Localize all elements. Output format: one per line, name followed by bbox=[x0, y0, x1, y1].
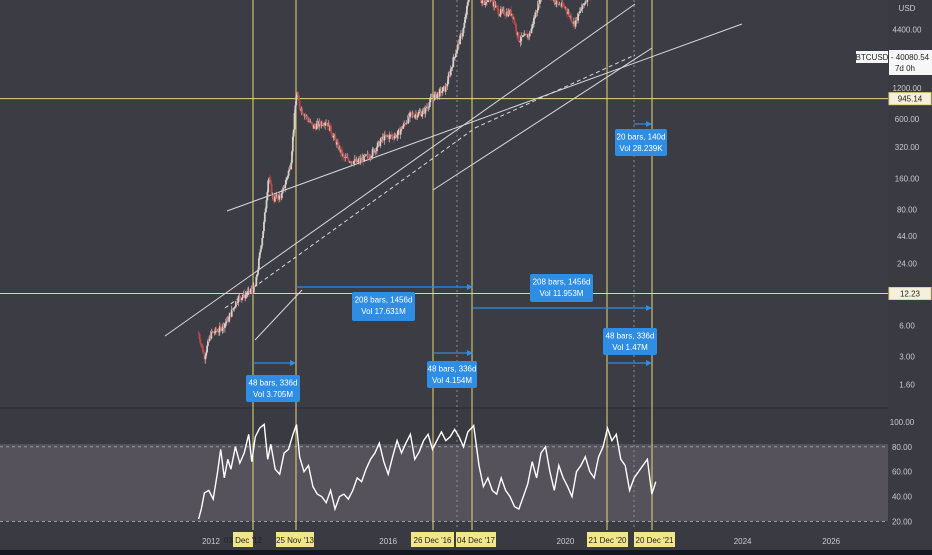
measurement-bars-text: 208 bars, 1456d bbox=[355, 296, 413, 305]
price-axis-tick: 4400.00 bbox=[893, 26, 922, 35]
candle-body[interactable] bbox=[294, 113, 296, 130]
price-axis-tick: 160.00 bbox=[895, 174, 920, 183]
oscillator-band-fill bbox=[0, 444, 888, 521]
candle-body[interactable] bbox=[455, 53, 457, 57]
price-axis-tick: 1200.00 bbox=[893, 84, 922, 93]
time-axis-label: 2012 bbox=[202, 537, 220, 546]
candle-body[interactable] bbox=[228, 316, 230, 321]
candle-body[interactable] bbox=[570, 16, 572, 21]
candle-body[interactable] bbox=[281, 193, 283, 198]
oscillator-axis-tick: 100.00 bbox=[890, 418, 915, 427]
time-axis-label: 2026 bbox=[822, 537, 840, 546]
measurement-volume-text: Vol 28.239K bbox=[619, 144, 663, 153]
oscillator-axis-tick: 60.00 bbox=[892, 468, 913, 477]
candle-body[interactable] bbox=[261, 238, 263, 246]
measurement-bars-text: 48 bars, 336d bbox=[428, 365, 477, 374]
candle-body[interactable] bbox=[397, 130, 399, 134]
measurement-bars-text: 208 bars, 1456d bbox=[533, 278, 591, 287]
interval-countdown-text: 7d 0h bbox=[895, 64, 915, 73]
measurement-bars-text: 20 bars, 140d bbox=[617, 133, 666, 142]
price-axis-currency: USD bbox=[899, 4, 916, 13]
candle-body[interactable] bbox=[463, 28, 465, 33]
vertical-marker-label-text: 20 Dec '21 bbox=[636, 536, 675, 545]
candle-body[interactable] bbox=[577, 13, 579, 21]
level-label-text: 945.14 bbox=[898, 95, 923, 104]
vertical-marker-label-text: 04 Dec '17 bbox=[457, 536, 496, 545]
oscillator-axis-tick: 40.00 bbox=[892, 493, 913, 502]
symbol-tag-text: BTCUSD bbox=[856, 53, 889, 62]
price-axis-tick: 600.00 bbox=[895, 115, 920, 124]
candle-body[interactable] bbox=[518, 32, 520, 41]
candle-body[interactable] bbox=[580, 11, 582, 12]
time-axis-label: 2024 bbox=[734, 537, 752, 546]
vertical-marker-label-text: 03 Dec '12 bbox=[224, 536, 263, 545]
candle-body[interactable] bbox=[301, 109, 303, 114]
vertical-marker-label-text: 26 Dec '16 bbox=[414, 536, 453, 545]
oscillator-axis-tick: 80.00 bbox=[892, 443, 913, 452]
price-axis-tick: 44.00 bbox=[897, 232, 918, 241]
candle-body[interactable] bbox=[294, 105, 296, 113]
measurement-volume-text: Vol 1.47M bbox=[612, 343, 648, 352]
price-axis-tick: 1.60 bbox=[899, 381, 915, 390]
measurement-volume-text: Vol 4.154M bbox=[432, 376, 472, 385]
candle-body[interactable] bbox=[258, 258, 260, 269]
price-axis-tick: 6.00 bbox=[899, 321, 915, 330]
candle-body[interactable] bbox=[515, 24, 517, 31]
measurement-bars-text: 48 bars, 336d bbox=[606, 332, 655, 341]
vertical-marker-label-text: 21 Dec '20 bbox=[589, 536, 628, 545]
candle-body[interactable] bbox=[284, 185, 286, 189]
candle-body[interactable] bbox=[298, 95, 300, 101]
time-axis-label: 2016 bbox=[379, 537, 397, 546]
candle-body[interactable] bbox=[239, 296, 241, 298]
last-price-text: - 40080.54 bbox=[891, 53, 930, 62]
measurement-volume-text: Vol 11.953M bbox=[540, 289, 584, 298]
candle-body[interactable] bbox=[463, 23, 465, 28]
vertical-marker-label-text: 25 Nov '13 bbox=[276, 536, 315, 545]
price-axis-tick: 3.00 bbox=[899, 353, 915, 362]
candle-body[interactable] bbox=[233, 308, 235, 309]
oscillator-axis-tick: 20.00 bbox=[892, 518, 913, 527]
candle-body[interactable] bbox=[226, 321, 228, 322]
price-axis-tick: 80.00 bbox=[897, 205, 918, 214]
candle-body[interactable] bbox=[422, 111, 424, 115]
measurement-volume-text: Vol 17.631M bbox=[361, 307, 406, 316]
candle-body[interactable] bbox=[311, 123, 313, 124]
price-axis-tick: 24.00 bbox=[897, 259, 918, 268]
price-axis-tick: 320.00 bbox=[895, 143, 920, 152]
candle-body[interactable] bbox=[447, 76, 449, 84]
time-axis-label: 2020 bbox=[557, 537, 575, 546]
candle-body[interactable] bbox=[264, 213, 266, 222]
price-pane[interactable] bbox=[0, 0, 888, 408]
candle-body[interactable] bbox=[441, 91, 443, 93]
candle-body[interactable] bbox=[523, 35, 525, 36]
measurement-bars-text: 48 bars, 336d bbox=[249, 379, 298, 388]
candle-body[interactable] bbox=[539, 0, 541, 4]
level-label-text: 12.23 bbox=[900, 290, 921, 299]
measurement-volume-text: Vol 3.705M bbox=[253, 390, 293, 399]
candle-body[interactable] bbox=[288, 171, 290, 176]
